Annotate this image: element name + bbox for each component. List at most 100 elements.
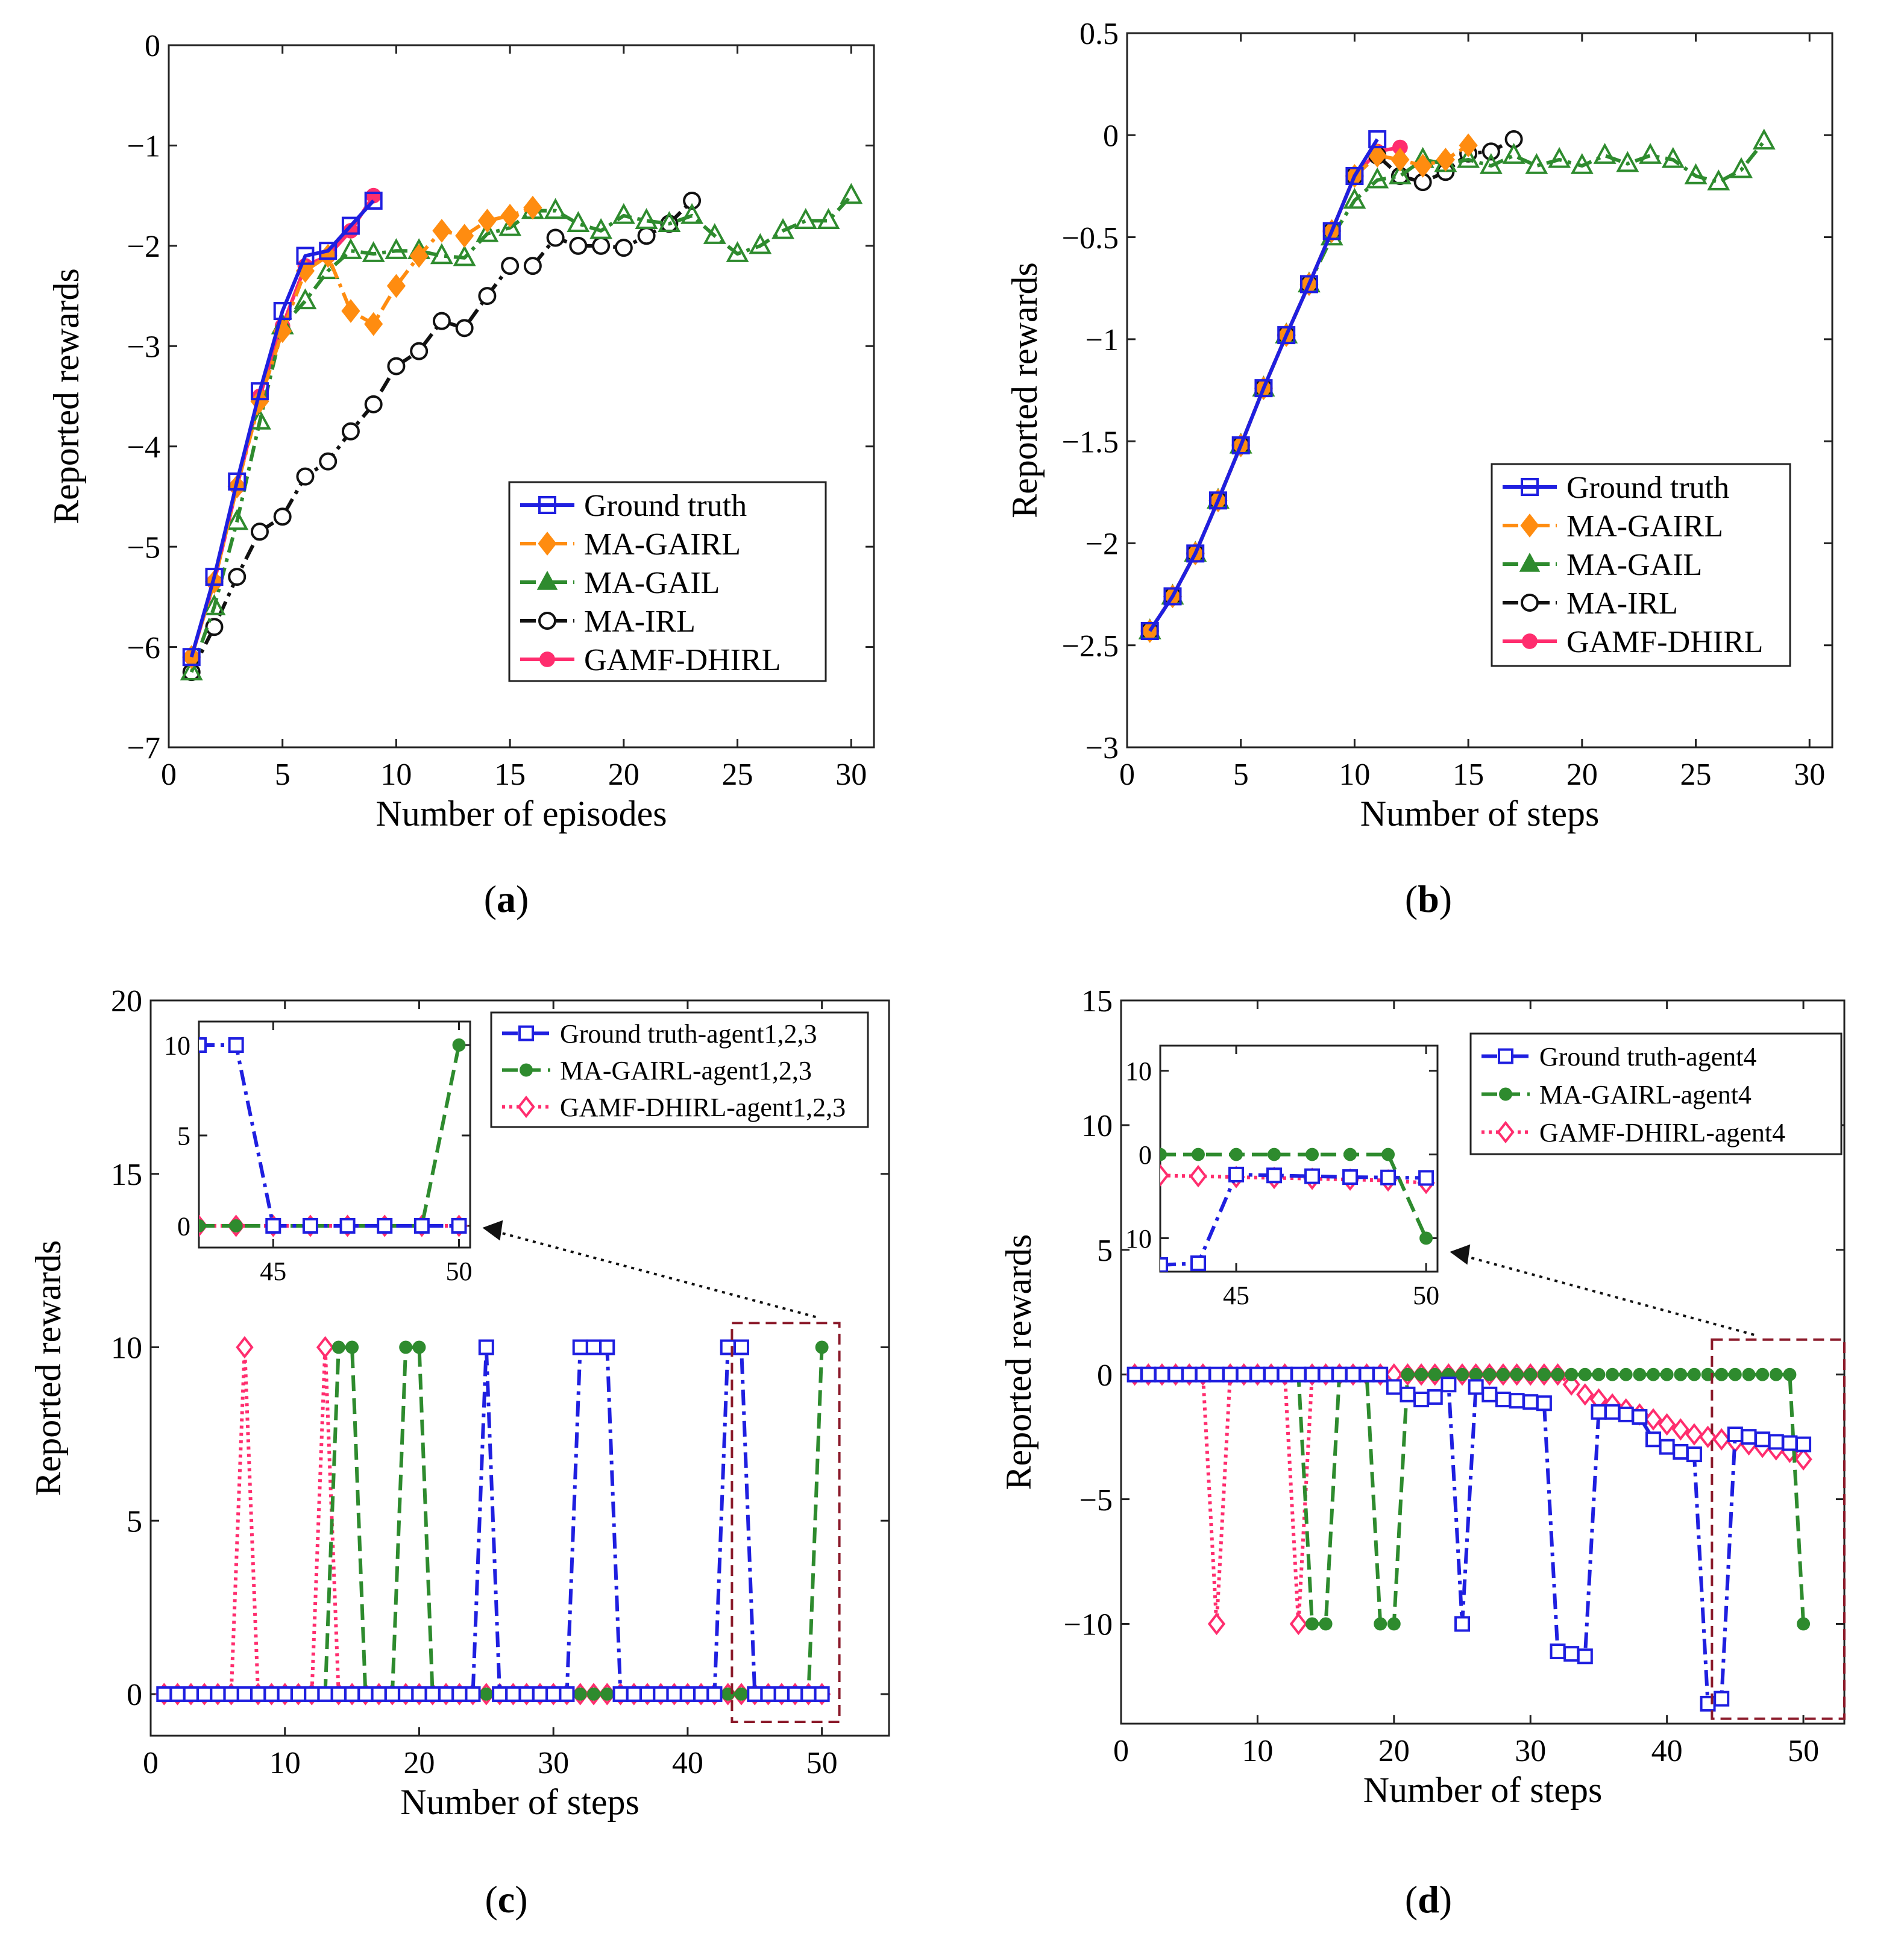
data-point: [1782, 1435, 1798, 1451]
data-point: [1618, 1406, 1634, 1422]
data-point: [250, 1686, 266, 1702]
data-point: [432, 312, 451, 330]
x-tick-label: 50: [1788, 1734, 1819, 1768]
y-axis-label: Reported rewards: [1005, 262, 1045, 518]
data-point: [492, 1686, 508, 1702]
data-point: [693, 1686, 709, 1702]
y-tick-label: −2.5: [1062, 629, 1119, 664]
data-point: [653, 1686, 669, 1702]
data-point: [398, 1686, 414, 1702]
data-point: [1686, 1446, 1702, 1463]
series-ground-truth: [1140, 130, 1387, 641]
x-tick-label: 10: [1339, 758, 1370, 792]
data-point: [1483, 1367, 1497, 1381]
data-point: [263, 1686, 280, 1702]
legend-marker: [1497, 1120, 1515, 1144]
caption-c: (c): [485, 1878, 528, 1921]
data-point: [180, 659, 203, 680]
x-axis-label: Number of steps: [400, 1782, 639, 1822]
y-tick-label: 10: [111, 1331, 142, 1366]
data-point: [726, 241, 749, 262]
data-point: [1674, 1367, 1688, 1381]
data-point: [476, 221, 499, 242]
data-point: [399, 1340, 413, 1354]
x-tick-label: 15: [494, 758, 526, 792]
x-tick-label: 30: [835, 758, 867, 792]
data-point: [1671, 1418, 1689, 1441]
x-tick-label: 20: [1566, 758, 1598, 792]
chart-a: 0 5 10 15 20 25 30 0 −1 −2 −3 −4 −5 −6 −7 Number of epi…: [46, 29, 875, 834]
data-point: [771, 218, 795, 239]
data-point: [1163, 587, 1182, 606]
data-point: [800, 1686, 817, 1702]
y-tick-label: 15: [1081, 984, 1113, 1019]
data-point: [1208, 1366, 1225, 1383]
legend-label: MA-GAIRL: [584, 527, 741, 562]
x-tick-label: 15: [1453, 758, 1484, 792]
data-point: [1684, 163, 1708, 184]
series-ground-truth-agent4: [1126, 1366, 1812, 1712]
data-point: [735, 1687, 748, 1701]
data-point: [250, 523, 269, 541]
inset-frame: [198, 1020, 471, 1249]
data-point: [294, 288, 317, 310]
data-point: [205, 618, 224, 636]
data-point: [680, 203, 704, 224]
y-tick-label: −6: [127, 631, 160, 665]
legend-label: MA-GAIRL-agent4: [1539, 1080, 1752, 1110]
series-line: [189, 206, 533, 658]
data-point: [183, 1686, 199, 1702]
data-point: [341, 422, 360, 441]
y-tick-label: 20: [111, 984, 142, 1019]
data-point: [228, 472, 247, 491]
data-point: [1550, 1644, 1566, 1659]
data-point: [1413, 1392, 1430, 1408]
data-point: [479, 1687, 493, 1701]
series-line: [1148, 138, 1379, 632]
y-tick-label: 0.5: [1079, 17, 1119, 51]
data-point: [599, 1339, 615, 1355]
caption-d: (d): [1404, 1878, 1453, 1921]
data-point: [1687, 1367, 1701, 1381]
data-point: [302, 1218, 318, 1234]
data-point: [1305, 1148, 1319, 1161]
x-tick-label: 45: [260, 1257, 286, 1286]
data-point: [452, 1038, 466, 1052]
data-point: [1181, 1366, 1198, 1383]
data-point: [344, 1686, 360, 1702]
legend: Ground truth-agent1,2,3 MA-GAIRL-agent1,2…: [490, 1011, 869, 1128]
data-point: [1160, 1257, 1168, 1272]
x-tick-label: 0: [161, 758, 177, 792]
data-point: [1468, 1379, 1484, 1395]
data-point: [1140, 1366, 1157, 1383]
data-point: [1619, 1367, 1633, 1381]
data-point: [1741, 1429, 1757, 1445]
data-point: [1459, 133, 1478, 158]
data-point: [1236, 1366, 1252, 1383]
x-tick-label: 40: [672, 1746, 703, 1780]
legend: Ground truth-agent4 MA-GAIRL-agent4 GAMF-D…: [1469, 1032, 1843, 1155]
data-point: [1299, 275, 1318, 294]
data-point: [703, 223, 726, 244]
data-point: [589, 218, 613, 239]
data-point: [385, 238, 408, 259]
y-tick-label: −0.5: [1062, 221, 1119, 256]
data-point: [1537, 1367, 1551, 1381]
series-ground-truth: [182, 191, 383, 667]
x-tick-label: 30: [538, 1746, 569, 1780]
data-point: [1126, 1366, 1143, 1383]
data-point: [1359, 1366, 1375, 1383]
data-point: [477, 209, 497, 233]
data-point: [387, 357, 406, 375]
data-point: [1591, 1404, 1607, 1420]
data-point: [1368, 130, 1387, 149]
data-point: [734, 1339, 749, 1355]
data-point: [1479, 152, 1503, 174]
data-point: [465, 1686, 481, 1702]
data-point: [317, 1686, 333, 1702]
y-tick-label: −5: [1079, 1483, 1113, 1518]
data-point: [248, 409, 271, 430]
y-tick-label: −2: [127, 230, 160, 264]
data-point: [432, 219, 451, 243]
